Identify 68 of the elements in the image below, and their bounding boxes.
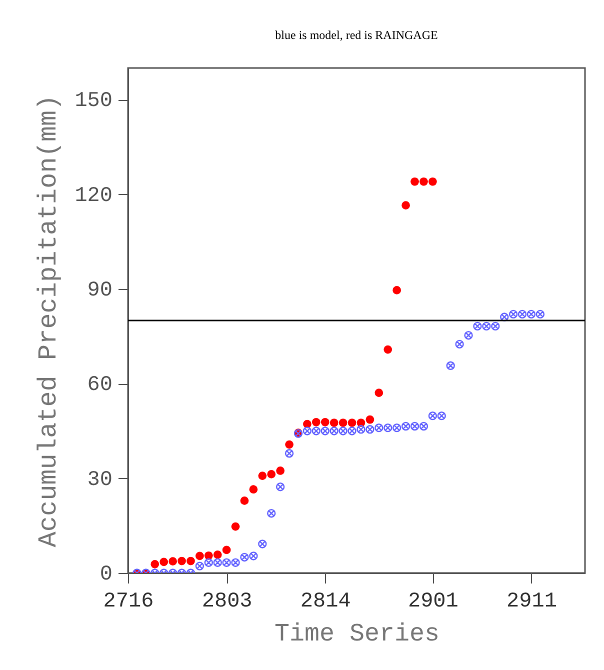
x-tick-label: 2901: [408, 590, 458, 614]
point: [338, 418, 348, 427]
point: [168, 557, 177, 566]
point: [330, 426, 338, 436]
point: [276, 482, 285, 492]
y-tick-label: 90: [87, 279, 112, 302]
point: [240, 496, 249, 505]
point: [384, 345, 392, 354]
point: [320, 418, 330, 426]
point: [374, 388, 384, 397]
point: [330, 418, 338, 427]
point: [536, 310, 545, 319]
y-tick-label: 150: [74, 90, 112, 114]
point: [428, 177, 437, 186]
point: [526, 310, 536, 319]
point: [482, 322, 491, 331]
x-tick-label: 2911: [506, 590, 557, 614]
point: [186, 556, 195, 566]
point: [231, 522, 240, 531]
point: [276, 466, 285, 475]
point: [348, 418, 356, 427]
point: [392, 286, 402, 294]
point: [222, 546, 231, 554]
point: [338, 426, 348, 436]
point: [320, 426, 330, 436]
point: [366, 415, 374, 424]
point: [231, 558, 240, 567]
point: [196, 552, 204, 560]
point: [446, 361, 455, 370]
point: [222, 558, 231, 567]
y-tick-label: 120: [74, 184, 112, 208]
point: [258, 472, 267, 480]
x-axis-title: Time Series: [274, 620, 440, 648]
point: [455, 340, 464, 349]
point: [267, 470, 276, 478]
point: [437, 411, 446, 420]
point: [473, 322, 482, 331]
y-axis-title: Accumulated Precipitation(mm): [34, 94, 64, 548]
point: [464, 330, 473, 340]
point: [410, 177, 419, 186]
point: [312, 426, 321, 436]
point: [160, 558, 168, 566]
point: [204, 551, 213, 560]
point: [213, 558, 222, 567]
point: [402, 201, 410, 210]
chart-title: blue is model, red is RAINGAGE: [275, 28, 438, 42]
point: [258, 540, 267, 548]
point: [285, 440, 294, 449]
x-tick-label: 2803: [202, 590, 252, 614]
point: [284, 449, 294, 458]
y-tick-label: 60: [87, 374, 112, 398]
point: [518, 310, 527, 319]
point: [419, 422, 428, 431]
point: [213, 550, 222, 559]
y-tick-label: 30: [87, 468, 112, 492]
point: [249, 485, 258, 494]
x-tick-label: 2716: [103, 590, 154, 614]
point: [312, 418, 320, 426]
point: [410, 422, 420, 431]
point: [420, 177, 428, 186]
x-tick-label: 2814: [300, 590, 351, 614]
point: [150, 560, 160, 568]
point: [384, 423, 392, 432]
point: [178, 556, 186, 566]
point: [267, 508, 276, 518]
y-tick-label: 0: [100, 564, 112, 586]
point: [491, 322, 500, 331]
point: [428, 411, 438, 420]
